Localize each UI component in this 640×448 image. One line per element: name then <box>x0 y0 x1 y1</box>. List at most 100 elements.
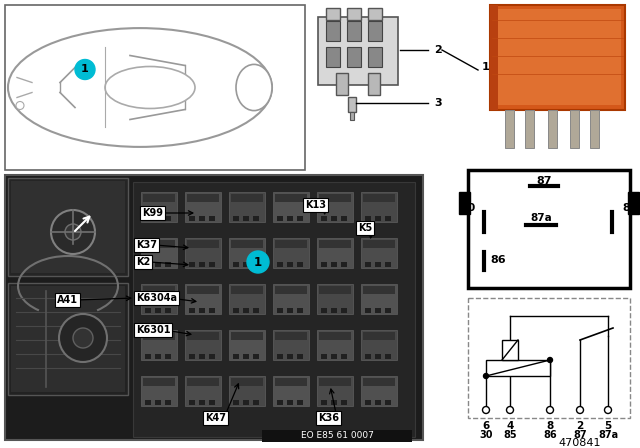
Bar <box>209 216 215 221</box>
Bar <box>145 262 151 267</box>
Text: K6301: K6301 <box>136 325 170 335</box>
Circle shape <box>16 102 24 109</box>
Text: 30: 30 <box>461 203 476 213</box>
Bar <box>209 262 215 267</box>
Bar <box>287 354 293 359</box>
Bar <box>385 400 391 405</box>
Bar <box>185 192 221 222</box>
Bar <box>321 354 327 359</box>
Bar <box>273 238 309 268</box>
Bar <box>189 216 195 221</box>
Circle shape <box>51 210 95 254</box>
Bar <box>375 216 381 221</box>
Bar <box>331 308 337 313</box>
Text: 1: 1 <box>81 65 89 74</box>
Bar <box>317 238 353 268</box>
Bar <box>199 262 205 267</box>
Bar <box>277 308 283 313</box>
Bar <box>233 354 239 359</box>
Bar <box>590 110 599 148</box>
Bar <box>155 308 161 313</box>
Bar <box>273 192 309 222</box>
Bar <box>185 238 221 268</box>
Bar <box>231 194 263 202</box>
Bar <box>365 308 371 313</box>
Bar <box>326 21 340 41</box>
Bar <box>368 73 380 95</box>
Bar <box>365 400 371 405</box>
Bar <box>141 192 177 222</box>
Bar <box>229 330 265 360</box>
Bar <box>375 354 381 359</box>
Bar <box>361 376 397 406</box>
Bar <box>187 378 219 386</box>
Bar <box>317 284 353 314</box>
Bar <box>361 192 397 222</box>
Bar <box>185 376 221 406</box>
Bar <box>187 194 219 202</box>
Bar <box>229 238 265 268</box>
Bar <box>319 286 351 294</box>
Text: 86: 86 <box>543 430 557 440</box>
Bar <box>8 178 128 276</box>
Bar <box>375 262 381 267</box>
Bar <box>243 354 249 359</box>
Bar <box>297 354 303 359</box>
Bar <box>5 5 305 170</box>
Bar <box>275 286 307 294</box>
Bar <box>165 354 171 359</box>
Bar <box>273 376 309 406</box>
Bar <box>321 216 327 221</box>
Bar <box>331 262 337 267</box>
Bar <box>231 332 263 340</box>
Text: 87: 87 <box>573 430 587 440</box>
Bar <box>365 216 371 221</box>
Bar <box>209 400 215 405</box>
Text: 85: 85 <box>503 430 517 440</box>
Bar <box>189 308 195 313</box>
Bar <box>229 284 265 314</box>
Bar <box>233 308 239 313</box>
Bar <box>628 192 639 214</box>
Bar <box>385 354 391 359</box>
Bar <box>275 194 307 202</box>
Text: K6304a: K6304a <box>136 293 177 303</box>
Bar <box>143 378 175 386</box>
Bar <box>145 400 151 405</box>
Bar <box>319 240 351 248</box>
Circle shape <box>547 358 552 362</box>
Text: 3: 3 <box>434 98 442 108</box>
Bar <box>341 262 347 267</box>
Bar <box>145 308 151 313</box>
Bar <box>143 286 175 294</box>
Bar <box>318 17 398 85</box>
Bar <box>133 182 415 437</box>
Bar <box>199 308 205 313</box>
Bar <box>321 308 327 313</box>
Bar <box>187 240 219 248</box>
Bar <box>273 284 309 314</box>
Bar <box>141 238 177 268</box>
Bar <box>321 400 327 405</box>
Bar <box>141 284 177 314</box>
Bar <box>331 400 337 405</box>
Bar <box>141 376 177 406</box>
Bar <box>143 194 175 202</box>
Bar <box>262 430 412 442</box>
Bar <box>253 262 259 267</box>
Bar <box>570 110 579 148</box>
Bar <box>468 298 630 418</box>
Bar <box>347 8 361 20</box>
Ellipse shape <box>105 66 195 108</box>
Bar <box>361 284 397 314</box>
Text: 1: 1 <box>254 255 262 268</box>
Bar <box>209 354 215 359</box>
Bar <box>341 308 347 313</box>
Bar <box>361 238 397 268</box>
Bar <box>336 73 348 95</box>
Bar <box>365 262 371 267</box>
Bar <box>297 216 303 221</box>
Text: 4: 4 <box>506 421 514 431</box>
Text: 6: 6 <box>483 421 490 431</box>
Text: 1: 1 <box>482 62 490 72</box>
